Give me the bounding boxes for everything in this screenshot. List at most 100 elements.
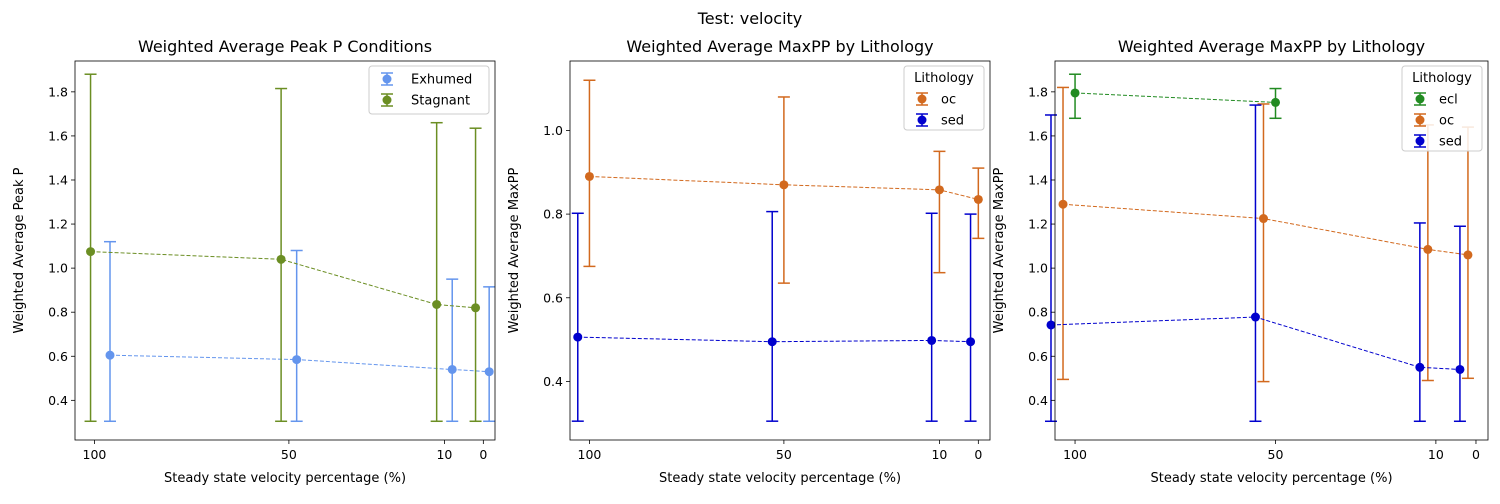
error-bar — [925, 212, 938, 422]
y-tick-label: 0.6 — [543, 290, 563, 305]
series-oc — [1057, 86, 1474, 383]
y-tick-label: 1.8 — [1028, 84, 1048, 99]
x-tick-label: 10 — [1428, 447, 1444, 462]
error-bar — [1257, 103, 1270, 383]
data-point — [767, 337, 777, 347]
data-point — [927, 335, 937, 345]
axes-frame — [1054, 60, 1489, 441]
legend: Exhumed Stagnant — [368, 65, 490, 115]
x-tick-label: 10 — [436, 447, 452, 462]
x-axis-label: Steady state velocity percentage (%) — [1150, 471, 1392, 486]
error-bar — [446, 278, 459, 423]
legend-item-oc: oc — [1414, 113, 1454, 129]
legend-item-Stagnant: Stagnant — [381, 93, 470, 109]
series-sed — [1044, 104, 1466, 423]
data-point — [1415, 362, 1425, 372]
y-tick-label: 0.6 — [1028, 349, 1048, 364]
legend-label: sed — [1439, 135, 1462, 150]
data-point — [292, 355, 302, 365]
x-axis-label: Steady state velocity percentage (%) — [659, 471, 901, 486]
panel-title: Weighted Average MaxPP by Lithology — [1118, 37, 1425, 56]
y-tick-label: 0.8 — [543, 207, 563, 222]
data-point — [1423, 244, 1433, 254]
legend-label: oc — [941, 93, 956, 108]
series-line — [1075, 92, 1276, 103]
data-point — [484, 367, 494, 377]
legend-item-ecl: ecl — [1414, 92, 1458, 108]
data-point — [934, 185, 944, 195]
series-line — [577, 336, 971, 343]
legend-marker — [917, 115, 927, 125]
legend-label: Exhumed — [411, 73, 472, 88]
y-axis-label: Weighted Average MaxPP — [992, 167, 1007, 333]
y-tick-label: 1.0 — [1028, 261, 1048, 276]
y-tick-label: 1.0 — [48, 261, 68, 276]
legend-marker — [1415, 115, 1425, 125]
error-bar — [104, 240, 116, 423]
legend-marker — [382, 74, 392, 84]
panel-title: Weighted Average Peak P Conditions — [138, 37, 432, 56]
x-axis-label: Steady state velocity percentage (%) — [164, 471, 406, 486]
legend-item-oc: oc — [916, 92, 956, 108]
legend-marker — [1415, 94, 1425, 104]
legend-marker — [917, 94, 927, 104]
legend: Lithology ecl oc sed — [1401, 65, 1483, 152]
figure-suptitle: Test: velocity — [697, 9, 803, 28]
error-bar — [1057, 86, 1070, 381]
error-bar — [430, 121, 443, 423]
legend-label: oc — [1439, 114, 1454, 129]
x-tick-label: 50 — [1268, 447, 1284, 462]
error-bar — [766, 210, 779, 422]
error-bar — [777, 96, 790, 284]
panel-title: Weighted Average MaxPP by Lithology — [626, 37, 933, 56]
series-line — [109, 354, 490, 373]
data-point — [432, 299, 442, 309]
y-tick-label: 0.8 — [1028, 305, 1048, 320]
y-tick-label: 1.6 — [48, 128, 68, 143]
error-bar — [1453, 225, 1466, 423]
data-point — [1463, 250, 1473, 260]
data-point — [779, 180, 789, 190]
error-bar — [933, 150, 946, 274]
series-Stagnant — [84, 73, 482, 423]
x-tick-label: 10 — [931, 447, 947, 462]
data-point — [584, 171, 594, 181]
y-tick-label: 1.0 — [543, 123, 563, 138]
data-point — [1070, 88, 1080, 98]
axes-frame — [74, 60, 496, 441]
y-tick-label: 0.4 — [48, 393, 68, 408]
y-axis-label: Weighted Average MaxPP — [507, 167, 522, 333]
legend: Lithology oc sed — [903, 65, 985, 131]
y-tick-label: 1.8 — [48, 84, 68, 99]
data-point — [1271, 97, 1281, 107]
data-point — [1058, 199, 1068, 209]
error-bar — [1413, 222, 1426, 423]
y-tick-label: 0.4 — [1028, 393, 1048, 408]
error-bar — [290, 249, 303, 423]
legend-label: Stagnant — [411, 94, 470, 109]
y-tick-label: 1.2 — [48, 217, 68, 232]
y-tick-label: 1.6 — [1028, 128, 1048, 143]
data-point — [105, 350, 115, 360]
series-ecl — [1069, 73, 1282, 120]
legend-item-sed: sed — [916, 113, 964, 129]
x-tick-label: 50 — [776, 447, 792, 462]
y-tick-label: 1.4 — [48, 172, 68, 187]
legend-label: sed — [941, 114, 964, 129]
x-tick-label: 100 — [578, 447, 602, 462]
error-bar — [571, 212, 584, 422]
axes-frame — [569, 60, 991, 441]
data-point — [973, 194, 983, 204]
error-bar — [964, 213, 977, 422]
data-point — [1250, 312, 1260, 322]
series-sed — [571, 210, 977, 422]
data-point — [276, 254, 286, 264]
x-tick-label: 100 — [83, 447, 107, 462]
data-point — [1046, 320, 1056, 330]
error-bar — [483, 286, 496, 423]
legend-label: ecl — [1439, 93, 1458, 108]
x-tick-label: 0 — [479, 447, 487, 462]
